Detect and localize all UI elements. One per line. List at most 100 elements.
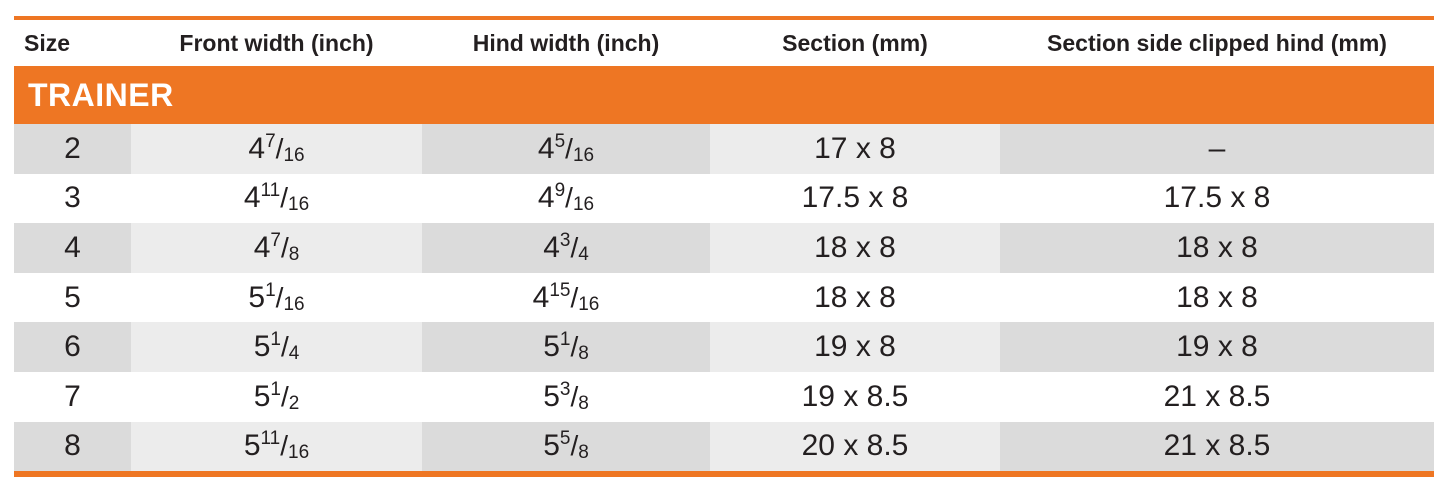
hind-width-cell: 55/8	[422, 421, 710, 472]
front-width-cell: 51/2	[131, 371, 422, 422]
section-clipped-cell: 18 x 8	[1000, 272, 1434, 323]
fraction-denominator: 16	[572, 144, 595, 166]
fraction-slash: /	[570, 231, 579, 263]
fraction-slash: /	[570, 380, 579, 412]
bottom-rule	[14, 471, 1434, 478]
hind-width-cell: 51/8	[422, 322, 710, 372]
fraction-whole: 5	[543, 330, 560, 364]
fraction-denominator: 8	[288, 243, 300, 265]
fraction-denominator: 16	[283, 144, 305, 166]
fraction-whole: 4	[248, 131, 266, 165]
fraction-whole: 4	[532, 280, 550, 314]
header-section: Section (mm)	[782, 29, 928, 56]
fraction-numerator: 3	[559, 229, 571, 251]
section-cell: 17 x 8	[710, 124, 1000, 174]
table-row: 5 51/16 415/16 18 x 8 18 x 8	[14, 272, 1434, 323]
fraction-slash: /	[275, 132, 284, 164]
fraction-numerator: 1	[270, 378, 281, 400]
fraction-numerator: 5	[554, 130, 566, 152]
section-cell: 20 x 8.5	[710, 421, 1000, 472]
section-clipped-cell: 18 x 8	[1000, 223, 1434, 273]
table-row: 7 51/2 53/8 19 x 8.5 21 x 8.5	[14, 371, 1434, 422]
fraction-whole: 4	[537, 131, 555, 165]
section-cell: 19 x 8	[710, 322, 1000, 372]
fraction-numerator: 7	[265, 130, 276, 152]
hind-width-cell: 53/8	[422, 371, 710, 422]
fraction-slash: /	[280, 430, 289, 462]
header-section-clipped: Section side clipped hind (mm)	[1047, 29, 1387, 56]
section-cell: 18 x 8	[710, 272, 1000, 323]
fraction-denominator: 8	[578, 392, 589, 414]
table-row: 4 47/8 43/4 18 x 8 18 x 8	[14, 223, 1434, 273]
fraction-denominator: 4	[288, 343, 300, 365]
table-row: 3 411/16 49/16 17.5 x 8 17.5 x 8	[14, 173, 1434, 224]
fraction-slash: /	[570, 331, 579, 363]
section-clipped-cell: 17.5 x 8	[1000, 173, 1434, 224]
size-cell: 8	[14, 421, 131, 472]
header-front-width: Front width (inch)	[179, 29, 374, 56]
hind-width-cell: 45/16	[422, 124, 710, 174]
fraction-numerator: 9	[554, 180, 566, 202]
fraction-numerator: 1	[265, 279, 276, 301]
fraction-denominator: 4	[578, 243, 589, 265]
section-title: TRAINER	[14, 66, 1434, 124]
size-cell: 4	[14, 223, 131, 273]
fraction-numerator: 1	[559, 329, 571, 351]
section-clipped-cell: 21 x 8.5	[1000, 421, 1434, 472]
fraction-slash: /	[565, 182, 573, 214]
table-row: 2 47/16 45/16 17 x 8–	[14, 124, 1434, 174]
fraction-denominator: 2	[288, 392, 300, 414]
fraction-whole: 4	[243, 181, 261, 215]
fraction-denominator: 16	[288, 442, 310, 464]
fraction-numerator: 1	[270, 329, 281, 351]
fraction-whole: 5	[243, 429, 261, 463]
hind-width-cell: 49/16	[422, 173, 710, 224]
fraction-whole: 4	[537, 181, 555, 215]
fraction-numerator: 11	[260, 180, 281, 202]
fraction-denominator: 16	[283, 293, 305, 315]
fraction-slash: /	[280, 231, 289, 263]
fraction-numerator: 5	[559, 428, 571, 450]
fraction-numerator: 7	[270, 229, 281, 251]
fraction-denominator: 8	[578, 442, 589, 464]
hind-width-cell: 43/4	[422, 223, 710, 273]
fraction-denominator: 16	[578, 293, 600, 315]
fraction-slash: /	[570, 281, 579, 313]
size-cell: 5	[14, 272, 131, 323]
fraction-whole: 4	[253, 230, 271, 264]
front-width-cell: 51/16	[131, 272, 422, 323]
fraction-whole: 5	[253, 330, 271, 364]
fraction-slash: /	[275, 281, 284, 313]
fraction-whole: 5	[543, 379, 560, 413]
fraction-denominator: 16	[288, 194, 310, 216]
fraction-denominator: 16	[572, 194, 595, 216]
top-rule	[14, 16, 1434, 20]
front-width-cell: 47/16	[131, 124, 422, 174]
size-table: Size Front width (inch) Hind width (inch…	[14, 20, 1434, 472]
front-width-cell: 47/8	[131, 223, 422, 273]
fraction-numerator: 3	[559, 378, 571, 400]
table-row: 6 51/4 51/8 19 x 8 19 x 8	[14, 322, 1434, 372]
fraction-whole: 4	[543, 230, 560, 264]
size-cell: 6	[14, 322, 131, 372]
fraction-whole: 5	[248, 280, 266, 314]
front-width-cell: 51/4	[131, 322, 422, 372]
fraction-whole: 5	[543, 429, 560, 463]
section-clipped-cell: –	[1000, 124, 1434, 174]
hind-width-cell: 415/16	[422, 272, 710, 323]
header-hind-width: Hind width (inch)	[472, 29, 660, 56]
front-width-cell: 411/16	[131, 173, 422, 224]
fraction-slash: /	[565, 132, 573, 164]
header-size: Size	[24, 29, 71, 56]
fraction-numerator: 11	[260, 428, 281, 450]
table-row: 8 511/16 55/8 20 x 8.5 21 x 8.5	[14, 421, 1434, 472]
size-cell: 2	[14, 124, 131, 174]
size-chart: Size Front width (inch) Hind width (inch…	[14, 16, 1434, 478]
section-cell: 18 x 8	[710, 223, 1000, 273]
section-row: TRAINER	[14, 66, 1434, 124]
fraction-slash: /	[280, 331, 289, 363]
fraction-slash: /	[280, 182, 289, 214]
size-cell: 3	[14, 173, 131, 224]
fraction-denominator: 8	[578, 343, 589, 365]
section-clipped-cell: 21 x 8.5	[1000, 371, 1434, 422]
